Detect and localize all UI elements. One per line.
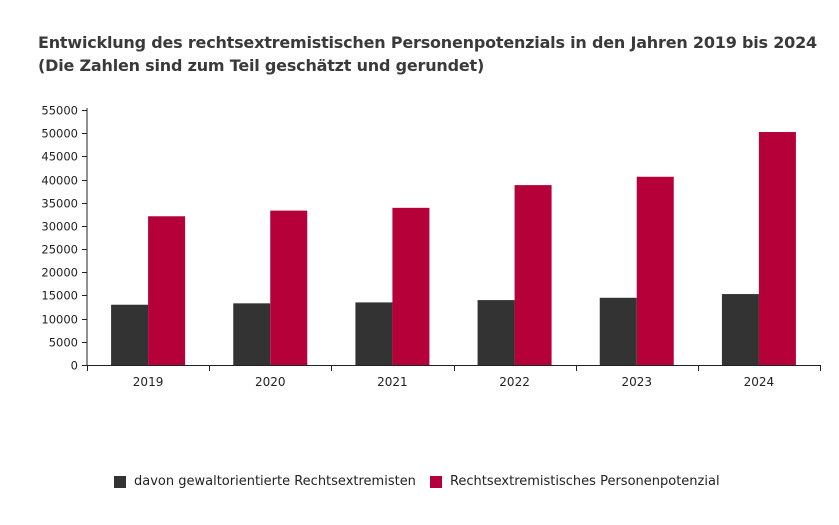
bar-violent-2022	[477, 300, 515, 365]
y-tick-label: 55000	[41, 104, 78, 118]
chart-title: Entwicklung des rechtsextremistischen Pe…	[38, 31, 817, 77]
x-tick-label: 2023	[621, 375, 652, 389]
x-tick-label: 2022	[499, 375, 530, 389]
chart-title-line: Entwicklung des rechtsextremistischen Pe…	[38, 33, 817, 52]
x-axis: 2019 2020 2021 2022 2023 2024	[87, 365, 821, 389]
y-tick-label: 10000	[41, 313, 78, 327]
y-tick-label: 40000	[41, 174, 78, 188]
legend-swatch-total	[429, 475, 442, 488]
legend-item-total: Rechtsextremistisches Personenpotenzial	[429, 474, 720, 489]
bar-total-2024	[758, 132, 796, 365]
legend: davon gewaltorientierte Rechtsextremiste…	[114, 474, 734, 489]
chart-subtitle: (Die Zahlen sind zum Teil geschätzt und …	[38, 56, 485, 75]
y-tick-label: 50000	[41, 127, 78, 141]
y-tick-label: 15000	[41, 289, 78, 303]
bar-violent-2023	[599, 297, 637, 365]
bar-total-2021	[392, 207, 430, 365]
bars	[111, 132, 796, 365]
y-tick-label: 30000	[41, 220, 78, 234]
legend-item-violent: davon gewaltorientierte Rechtsextremiste…	[114, 474, 416, 489]
bar-total-2023	[636, 176, 674, 365]
y-tick-label: 5000	[49, 336, 78, 350]
bar-violent-2024	[721, 294, 759, 365]
x-tick-label: 2019	[133, 375, 164, 389]
y-tick-label: 45000	[41, 150, 78, 164]
legend-label-total: Rechtsextremistisches Personenpotenzial	[449, 474, 720, 489]
bar-total-2019	[148, 216, 186, 365]
y-tick-label: 20000	[41, 266, 78, 280]
bar-violent-2021	[355, 302, 393, 365]
y-tick-label: 35000	[41, 197, 78, 211]
bar-total-2020	[270, 210, 308, 365]
y-tick-label: 25000	[41, 243, 78, 257]
y-axis: 0 5000 10000 15000 20000 25000 30000 35000 40000…	[41, 104, 88, 373]
x-tick-label: 2020	[255, 375, 286, 389]
x-tick-label: 2021	[377, 375, 408, 389]
legend-label-violent: davon gewaltorientierte Rechtsextremiste…	[134, 474, 416, 489]
bar-violent-2020	[233, 303, 271, 365]
legend-swatch-violent	[114, 475, 126, 488]
y-tick-label: 0	[71, 359, 78, 373]
bar-total-2022	[514, 185, 552, 365]
bar-violent-2019	[111, 304, 149, 365]
x-tick-label: 2024	[744, 375, 775, 389]
